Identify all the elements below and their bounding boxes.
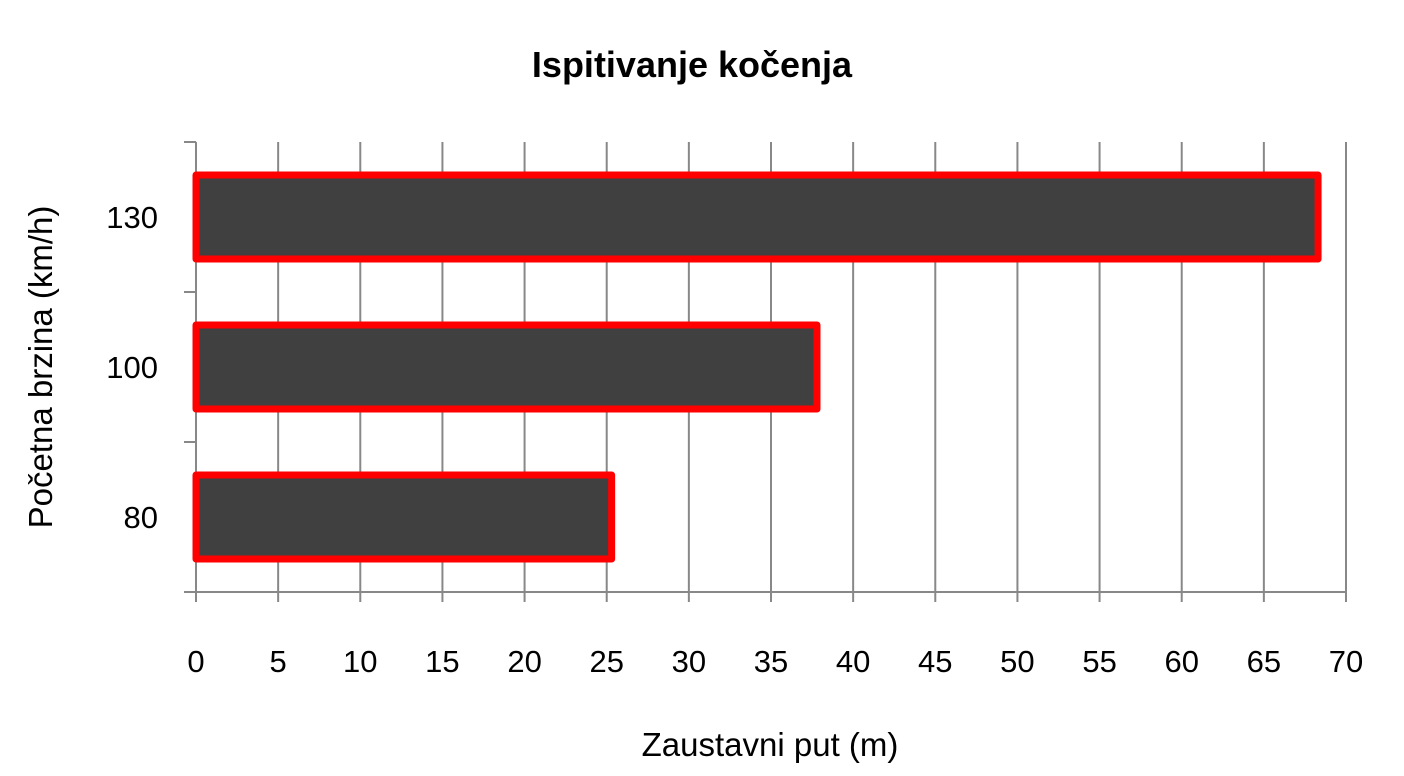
tick-label-layer: 0 5 10 15 20 25 30 35 40 45 50 55 60 65 70 80 100 130: [106, 200, 1363, 679]
x-tick-label: 40: [836, 644, 870, 679]
bar-130: [192, 171, 1322, 263]
x-tick-label: 65: [1247, 644, 1281, 679]
bar-80: [192, 471, 616, 563]
y-tick-label: 100: [106, 350, 158, 385]
x-tick-label: 50: [1000, 644, 1034, 679]
x-tick-label: 60: [1164, 644, 1198, 679]
x-tick-label: 20: [507, 644, 541, 679]
bar-100: [192, 321, 821, 413]
x-tick-label: 10: [343, 644, 377, 679]
x-tick-label: 0: [187, 644, 204, 679]
y-tick-label: 80: [124, 500, 158, 535]
x-tick-label: 25: [589, 644, 623, 679]
chart-title: Ispitivanje kočenja: [532, 44, 853, 85]
y-axis-label: Početna brzina (km/h): [22, 206, 59, 529]
x-tick-label: 15: [425, 644, 459, 679]
x-tick-label: 45: [918, 644, 952, 679]
x-tick-label: 30: [672, 644, 706, 679]
x-tick-label: 70: [1329, 644, 1363, 679]
bar-layer: [192, 171, 1322, 563]
x-axis-label: Zaustavni put (m): [642, 726, 899, 763]
y-tick-label: 130: [106, 200, 158, 235]
x-tick-label: 5: [270, 644, 287, 679]
x-tick-label: 55: [1082, 644, 1116, 679]
x-tick-label: 35: [754, 644, 788, 679]
